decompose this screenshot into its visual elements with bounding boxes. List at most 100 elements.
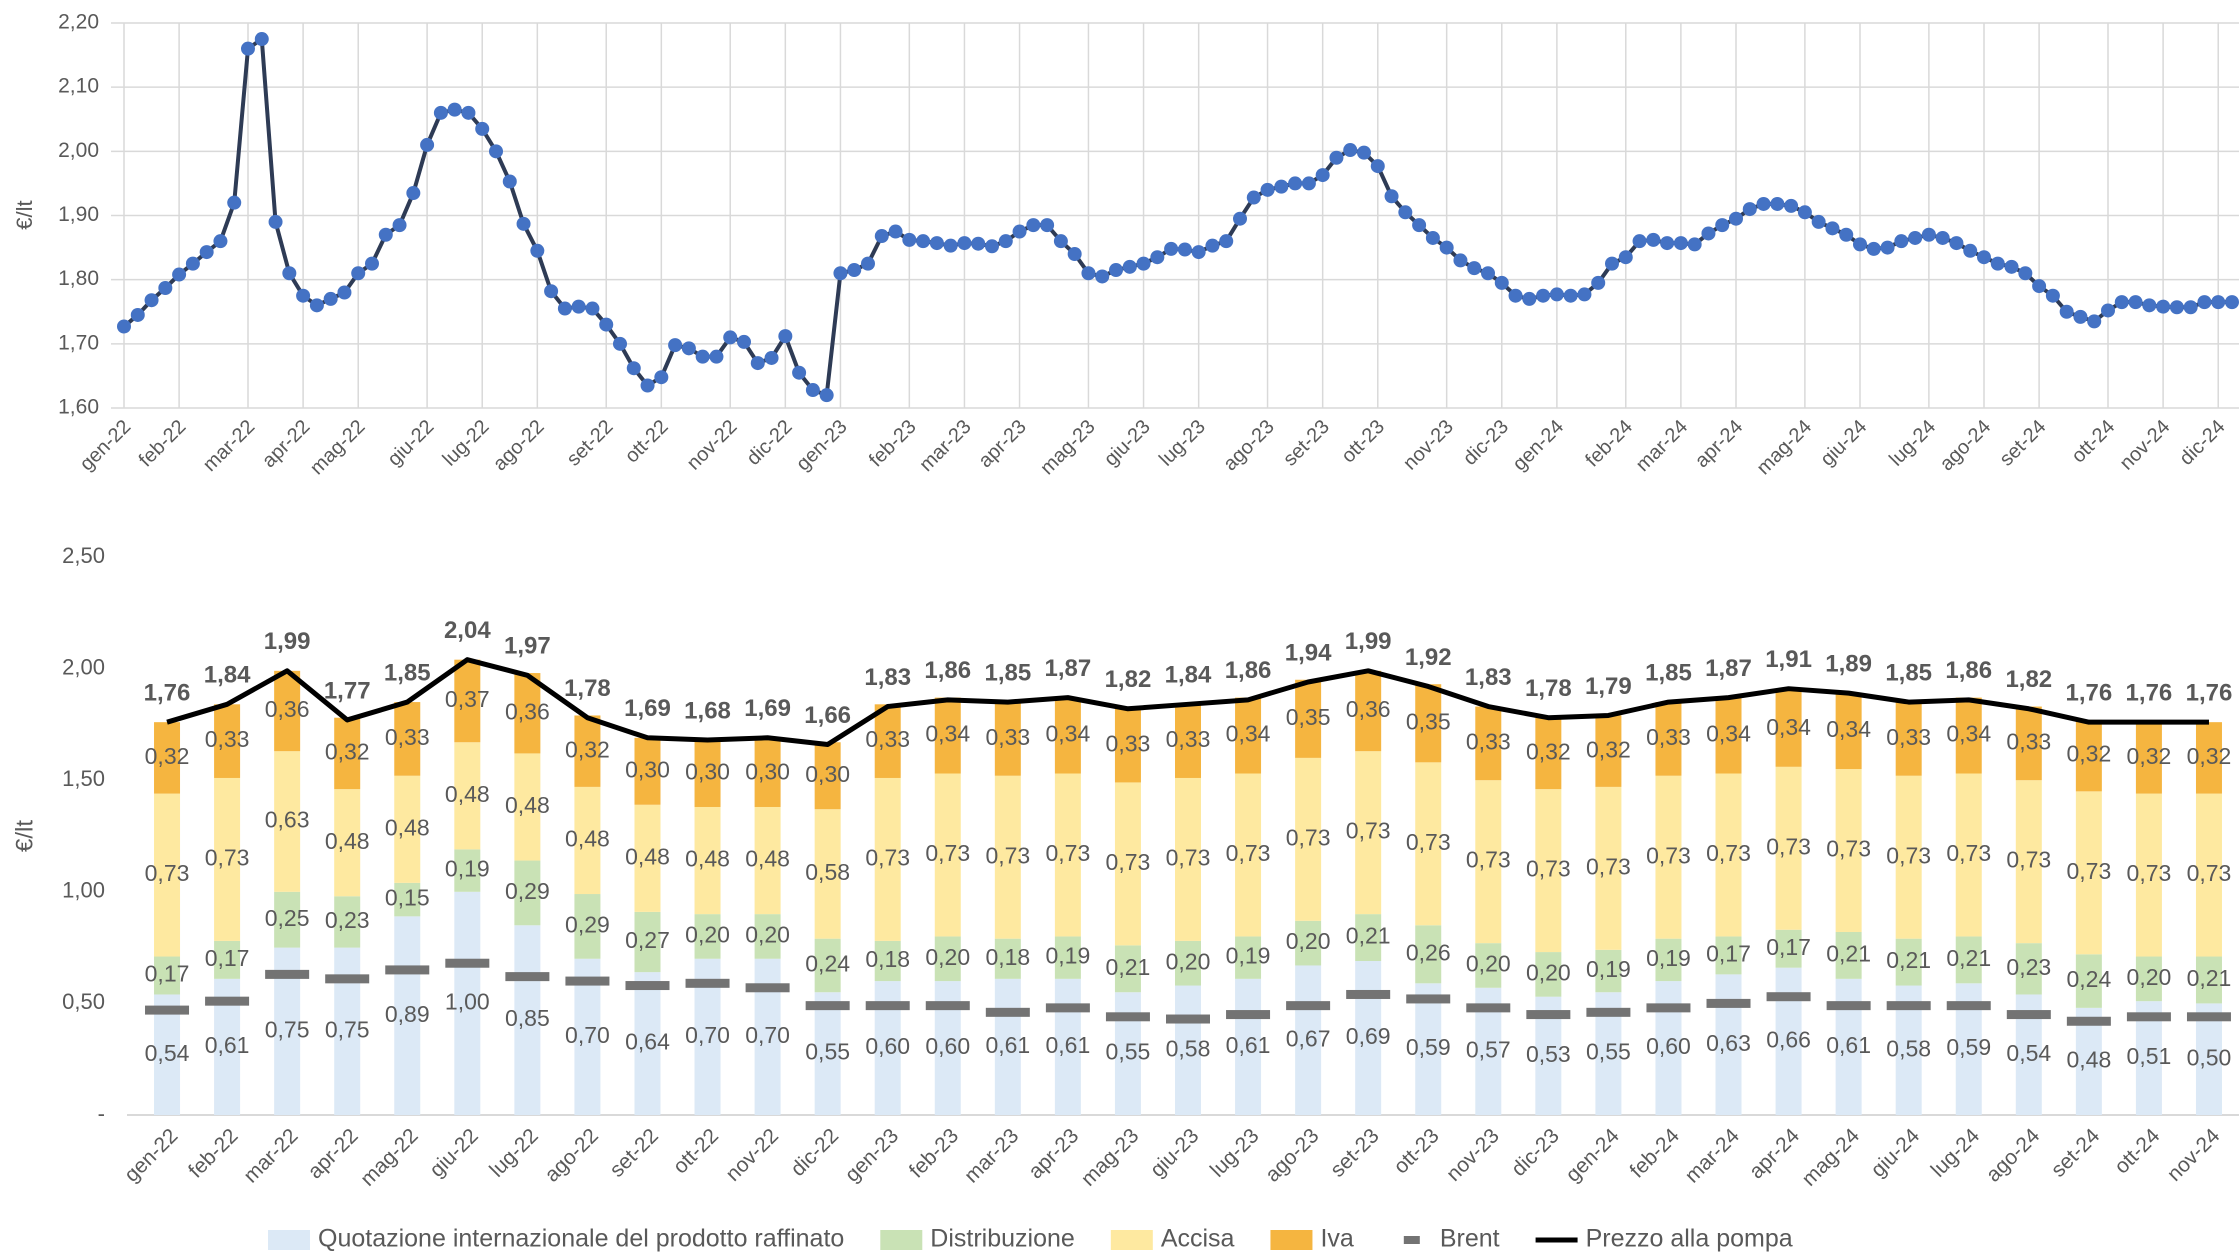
bar-segment [274, 751, 301, 892]
legend-label: Prezzo alla pompa [1586, 1225, 1793, 1253]
x-tick-label: lug-23 [1155, 416, 1210, 471]
data-label: 0,50 [2187, 1044, 2232, 1070]
x-tick-label: ago-24 [1982, 1124, 2045, 1187]
point [1646, 232, 1661, 247]
data-label: 0,36 [265, 696, 310, 722]
x-tick-label: feb-23 [865, 416, 921, 472]
data-label: 0,69 [1346, 1023, 1391, 1049]
y-tick-label: 1,80 [58, 267, 99, 290]
y-tick-label: 2,10 [58, 75, 99, 98]
point [1053, 234, 1068, 249]
data-label: 0,57 [1466, 1036, 1511, 1062]
x-tick-label: dic-22 [743, 416, 797, 470]
point [1963, 243, 1978, 258]
y-tick-label: 2,00 [58, 139, 99, 162]
brent-marker [1826, 1001, 1871, 1011]
brent-marker [1706, 998, 1751, 1008]
bar-segment [634, 972, 661, 1115]
brent-marker [2186, 1012, 2231, 1022]
data-label: 0,21 [1946, 945, 1991, 971]
point [957, 236, 972, 251]
point [1866, 241, 1881, 256]
point [750, 356, 765, 371]
point [1591, 275, 1606, 290]
data-label: 0,21 [2187, 965, 2232, 991]
data-label: 0,48 [385, 814, 430, 840]
bar-segment [2075, 791, 2102, 955]
data-label: 0,48 [445, 781, 490, 807]
point [1343, 143, 1358, 158]
x-tick-label: dic-22 [786, 1124, 843, 1181]
price-label: 1,92 [1405, 644, 1452, 671]
bar-segment [1835, 769, 1862, 932]
data-label: 0,63 [1706, 1030, 1751, 1056]
legend-label: Distribuzione [930, 1225, 1075, 1253]
x-tick-label: lug-22 [485, 1124, 543, 1182]
bar-segment [274, 670, 301, 752]
x-tick-label: apr-23 [1024, 1124, 1083, 1183]
x-tick-label: ott-23 [1337, 416, 1389, 468]
point [2211, 295, 2226, 310]
y-tick-label: 1,50 [62, 766, 105, 791]
x-tick-label: giu-24 [1816, 416, 1871, 471]
price-line [166, 657, 2209, 747]
x-tick-label: ago-22 [489, 416, 549, 476]
point [282, 266, 297, 281]
point [309, 298, 324, 313]
bar-segment [1535, 952, 1562, 997]
legend-swatch [268, 1230, 310, 1250]
data-label: 0,33 [1886, 724, 1931, 750]
data-label: 0,32 [145, 743, 190, 769]
data-label: 0,73 [1466, 847, 1511, 873]
data-label: 0,75 [325, 1016, 370, 1042]
point [1467, 261, 1482, 276]
bar-segment [154, 793, 181, 957]
brent-marker [505, 972, 550, 982]
x-tick-label: apr-23 [974, 416, 1030, 472]
data-label: 0,73 [1766, 833, 1811, 859]
point [1109, 263, 1123, 278]
brent-marker [1286, 1001, 1331, 1011]
point [654, 370, 669, 385]
bar-segment [1114, 708, 1141, 783]
bar-segment [1775, 929, 1802, 968]
brent-marker [1646, 1003, 1691, 1013]
bar-segment [754, 806, 781, 915]
point [1784, 198, 1799, 213]
point [1742, 202, 1757, 217]
bar-segment [994, 702, 1021, 776]
point [1536, 288, 1551, 303]
y-tick-label: 1,70 [58, 331, 99, 354]
bar-segment [1114, 782, 1141, 946]
bar-segment [874, 704, 901, 778]
data-label: 0,33 [385, 724, 430, 750]
bar-segment [1415, 762, 1442, 926]
point [557, 301, 572, 316]
data-label: 0,73 [1106, 849, 1151, 875]
data-label: 0,19 [445, 856, 490, 882]
point [902, 232, 917, 247]
x-tick-label: giu-22 [384, 416, 439, 471]
x-tick-label: mar-24 [1632, 416, 1692, 476]
data-label: 0,54 [145, 1040, 190, 1066]
point [1990, 256, 2005, 271]
point [2183, 300, 2198, 315]
point [130, 307, 145, 322]
brent-marker [925, 1001, 970, 1011]
bar-segment [2015, 706, 2042, 781]
point [1673, 236, 1688, 251]
price-label: 1,99 [1345, 628, 1392, 655]
data-label: 0,34 [1046, 721, 1091, 747]
point [1701, 226, 1716, 241]
price-label: 2,04 [444, 617, 491, 644]
point [199, 245, 214, 260]
point [337, 285, 352, 300]
x-tick-label: ott-24 [2068, 416, 2120, 468]
bar-segment [814, 742, 841, 810]
point [1935, 230, 1950, 245]
price-label: 1,68 [684, 697, 731, 724]
bar-segment [1475, 780, 1502, 944]
bar-segment [754, 914, 781, 959]
point [1177, 242, 1192, 257]
point [2156, 299, 2171, 314]
